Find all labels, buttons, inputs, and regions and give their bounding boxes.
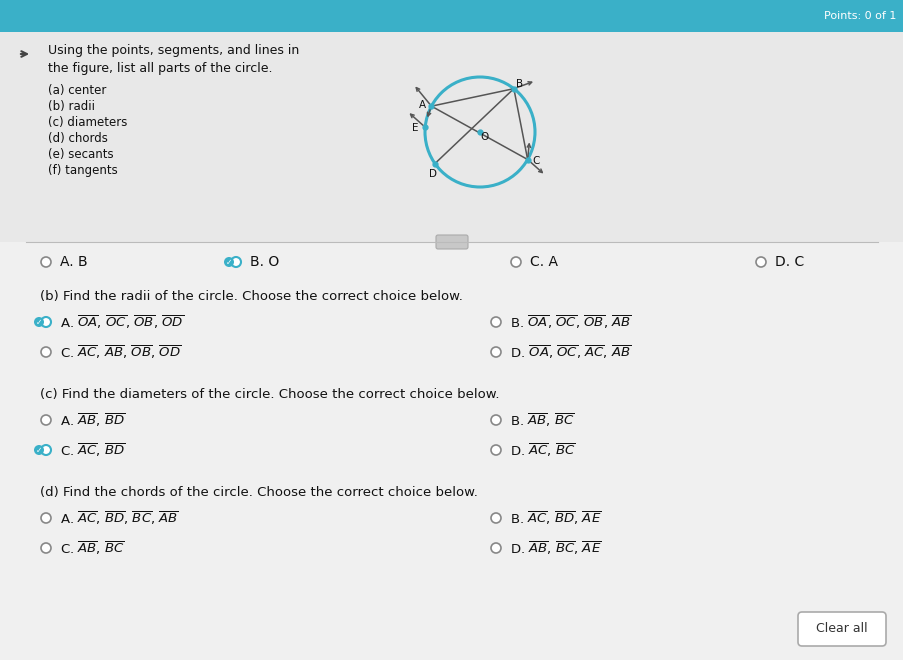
Text: (d) Find the chords of the circle. Choose the correct choice below.: (d) Find the chords of the circle. Choos… bbox=[40, 486, 478, 499]
Circle shape bbox=[490, 347, 500, 357]
Circle shape bbox=[41, 415, 51, 425]
Text: C. $\overline{AB}$, $\overline{BC}$: C. $\overline{AB}$, $\overline{BC}$ bbox=[60, 539, 125, 556]
Text: (e) secants: (e) secants bbox=[48, 148, 114, 161]
Circle shape bbox=[41, 543, 51, 553]
Circle shape bbox=[41, 445, 51, 455]
Circle shape bbox=[34, 445, 44, 455]
Circle shape bbox=[41, 317, 51, 327]
Text: C. A: C. A bbox=[529, 255, 557, 269]
Text: O: O bbox=[480, 132, 489, 142]
Text: D. $\overline{OA}$, $\overline{OC}$, $\overline{AC}$, $\overline{AB}$: D. $\overline{OA}$, $\overline{OC}$, $\o… bbox=[509, 343, 631, 360]
Circle shape bbox=[490, 415, 500, 425]
Circle shape bbox=[490, 445, 500, 455]
Bar bbox=[0, 242, 903, 660]
Circle shape bbox=[490, 513, 500, 523]
Text: D: D bbox=[428, 168, 436, 179]
Circle shape bbox=[490, 317, 500, 327]
Text: ✓: ✓ bbox=[36, 318, 42, 327]
Circle shape bbox=[224, 257, 234, 267]
Bar bbox=[0, 0, 903, 32]
Text: A: A bbox=[418, 100, 425, 110]
Text: A. $\overline{AC}$, $\overline{BD}$, $\overline{BC}$, $\overline{AB}$: A. $\overline{AC}$, $\overline{BD}$, $\o… bbox=[60, 510, 179, 527]
Text: Points: 0 of 1: Points: 0 of 1 bbox=[823, 11, 895, 21]
Text: Clear all: Clear all bbox=[815, 622, 867, 636]
Text: ✓: ✓ bbox=[36, 446, 42, 455]
Text: (b) Find the radii of the circle. Choose the correct choice below.: (b) Find the radii of the circle. Choose… bbox=[40, 290, 462, 303]
Circle shape bbox=[231, 257, 241, 267]
FancyBboxPatch shape bbox=[797, 612, 885, 646]
Circle shape bbox=[34, 317, 44, 327]
Text: C. $\overline{AC}$, $\overline{AB}$, $\overline{OB}$, $\overline{OD}$: C. $\overline{AC}$, $\overline{AB}$, $\o… bbox=[60, 343, 182, 360]
Text: D. $\overline{AB}$, $\overline{BC}$, $\overline{AE}$: D. $\overline{AB}$, $\overline{BC}$, $\o… bbox=[509, 539, 600, 556]
Circle shape bbox=[510, 257, 520, 267]
Text: B: B bbox=[516, 79, 523, 88]
Text: (c) diameters: (c) diameters bbox=[48, 116, 127, 129]
Text: C. $\overline{AC}$, $\overline{BD}$: C. $\overline{AC}$, $\overline{BD}$ bbox=[60, 442, 126, 459]
Text: (b) radii: (b) radii bbox=[48, 100, 95, 113]
Text: (a) center: (a) center bbox=[48, 84, 107, 97]
Bar bbox=[0, 32, 903, 242]
Text: ✓: ✓ bbox=[226, 258, 232, 267]
Circle shape bbox=[490, 543, 500, 553]
Text: (f) tangents: (f) tangents bbox=[48, 164, 117, 177]
Circle shape bbox=[755, 257, 765, 267]
Text: C: C bbox=[531, 156, 539, 166]
Circle shape bbox=[41, 347, 51, 357]
Text: B. $\overline{AB}$, $\overline{BC}$: B. $\overline{AB}$, $\overline{BC}$ bbox=[509, 411, 573, 428]
Text: A. $\overline{AB}$, $\overline{BD}$: A. $\overline{AB}$, $\overline{BD}$ bbox=[60, 411, 126, 428]
Text: A. B: A. B bbox=[60, 255, 88, 269]
Circle shape bbox=[41, 513, 51, 523]
Text: B. $\overline{AC}$, $\overline{BD}$, $\overline{AE}$: B. $\overline{AC}$, $\overline{BD}$, $\o… bbox=[509, 510, 600, 527]
Text: Using the points, segments, and lines in
the figure, list all parts of the circl: Using the points, segments, and lines in… bbox=[48, 44, 299, 75]
Text: B. O: B. O bbox=[250, 255, 279, 269]
Text: D. $\overline{AC}$, $\overline{BC}$: D. $\overline{AC}$, $\overline{BC}$ bbox=[509, 442, 575, 459]
Circle shape bbox=[41, 257, 51, 267]
Text: (c) Find the diameters of the circle. Choose the correct choice below.: (c) Find the diameters of the circle. Ch… bbox=[40, 388, 499, 401]
FancyBboxPatch shape bbox=[435, 235, 468, 249]
Text: (d) chords: (d) chords bbox=[48, 132, 107, 145]
Text: B. $\overline{OA}$, $\overline{OC}$, $\overline{OB}$, $\overline{AB}$: B. $\overline{OA}$, $\overline{OC}$, $\o… bbox=[509, 314, 631, 331]
Text: E: E bbox=[412, 123, 418, 133]
Text: D. C: D. C bbox=[774, 255, 804, 269]
Text: A. $\overline{OA}$, $\overline{OC}$, $\overline{OB}$, $\overline{OD}$: A. $\overline{OA}$, $\overline{OC}$, $\o… bbox=[60, 314, 184, 331]
